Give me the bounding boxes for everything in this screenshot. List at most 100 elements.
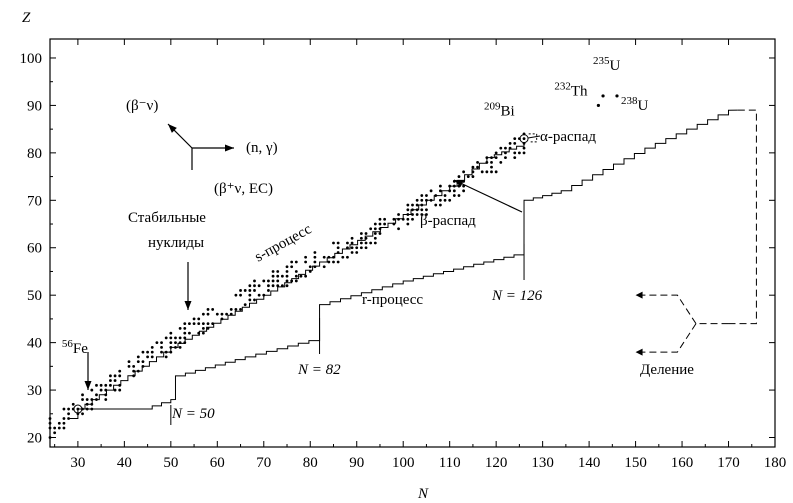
stable-nuclide-dot	[160, 350, 163, 354]
stable-nuclide-dot	[183, 336, 187, 340]
stable-nuclide-dot	[517, 151, 521, 155]
stable-nuclide-dot	[415, 213, 419, 216]
stable-nuclide-dot	[448, 198, 452, 202]
stable-nuclide-dot	[513, 137, 517, 141]
stable-nuclide-dot	[350, 246, 354, 250]
stable-nuclide-dot	[350, 236, 354, 240]
stable-nuclide-dot	[136, 360, 140, 364]
stable-nuclide-dot	[425, 213, 428, 216]
stable-nuclide-dot	[373, 232, 377, 235]
stable-nuclide-dot	[420, 213, 424, 216]
stable-nuclide-dot	[313, 251, 317, 254]
stable-nuclide-dot	[146, 350, 149, 354]
stable-nuclide-dot	[164, 336, 168, 340]
stable-nuclide-dot	[48, 426, 52, 430]
stable-nuclide-dot	[183, 322, 187, 326]
stable-nuclide-dot	[267, 284, 270, 288]
stable-nuclide-dot	[485, 170, 489, 174]
stable-nuclide-dot	[438, 184, 442, 188]
stable-nuclide-dot	[132, 364, 136, 368]
x-tick-label-40: 40	[117, 455, 132, 471]
stable-nuclide-dot	[434, 203, 438, 207]
stable-nuclide-dot	[359, 236, 363, 240]
stable-nuclide-dot	[118, 388, 122, 392]
stable-nuclide-dot	[313, 255, 317, 259]
alpha-decay-leader	[527, 135, 541, 139]
stable-nuclide-dot	[215, 312, 219, 316]
stable-nuclide-dot	[225, 312, 229, 316]
stable-nuclide-dot	[81, 412, 84, 416]
stable-nuclide-dot	[183, 331, 187, 335]
stable-nuclide-dot	[359, 241, 363, 245]
stable-nuclide-dot	[169, 331, 173, 335]
stable-nuclide-dot	[373, 222, 377, 226]
fission-arrowhead-0	[635, 291, 643, 299]
stable-nuclide-dot	[81, 393, 84, 397]
stable-nuclide-dot	[201, 312, 205, 316]
stable-nuclide-dot	[452, 189, 456, 193]
stable-nuclide-dot	[132, 369, 136, 373]
stable-nuclide-dot	[522, 146, 526, 150]
stable-nuclide-dot	[95, 393, 98, 397]
stable-nuclide-dot	[513, 151, 517, 155]
stable-nuclide-dot	[420, 194, 424, 197]
stable-nuclide-dot	[113, 379, 117, 382]
stable-nuclide-dot	[364, 246, 368, 250]
stable-nuclide-dot	[53, 431, 57, 435]
stable-nuclide-dot	[81, 398, 84, 401]
stable-nuclide-dot	[57, 426, 61, 430]
stable-nuclide-dot	[462, 170, 466, 174]
x-tick-label-170: 170	[717, 455, 740, 471]
plot-frame	[49, 38, 776, 448]
stable-nuclide-dot	[350, 251, 354, 254]
stable-nuclides-label-2: нуклиды	[148, 235, 204, 251]
stable-nuclide-dot	[508, 141, 512, 145]
stable-nuclide-dot	[406, 208, 410, 212]
stable-nuclide-dot	[332, 260, 335, 264]
stable-nuclide-dot	[359, 232, 363, 235]
alpha-decay-box	[528, 133, 538, 143]
x-tick-label-50: 50	[163, 455, 178, 471]
stable-nuclide-dot	[364, 232, 368, 235]
stable-nuclide-dot	[280, 274, 284, 278]
stable-nuclide-dot	[327, 260, 331, 264]
stable-nuclides-label-1: Стабильные	[128, 210, 206, 226]
legend-beta-minus: (β⁻ν)	[126, 98, 158, 114]
stable-nuclide-dot	[490, 170, 493, 174]
stable-nuclide-dot	[513, 156, 517, 160]
stable-nuclide-dot	[271, 279, 275, 283]
n82-label: N = 82	[297, 362, 341, 378]
legend-beta-plus: (β⁺ν, EC)	[214, 181, 273, 197]
stable-nuclide-dot	[411, 213, 414, 216]
stable-nuclide-dot	[188, 322, 191, 326]
stable-nuclide-dot	[313, 260, 317, 264]
stable-nuclide-dot	[253, 289, 256, 292]
stable-nuclide-dot	[415, 203, 419, 207]
stable-nuclide-dot	[346, 241, 349, 245]
stable-nuclide-dot	[197, 322, 201, 326]
stable-nuclide-dot	[206, 312, 210, 316]
stable-nuclide-dot	[62, 421, 66, 425]
stable-nuclide-dot	[109, 379, 112, 382]
arrow-stable-nuclides-head	[184, 301, 192, 310]
stable-nuclide-dot	[118, 374, 122, 378]
nuclide-dot-Th	[596, 103, 600, 108]
stable-nuclide-dot	[425, 194, 428, 197]
stable-nuclide-dot	[378, 232, 382, 235]
y-tick-label-40: 40	[27, 336, 42, 352]
nuclide-dot-Fe	[76, 407, 80, 411]
stable-nuclide-dot	[90, 388, 94, 392]
stable-nuclide-dot	[253, 298, 256, 302]
stable-nuclide-dot	[336, 246, 340, 250]
stable-nuclide-dot	[109, 383, 112, 387]
stable-nuclide-dot	[499, 160, 503, 164]
stable-nuclide-dot	[201, 331, 205, 335]
stable-nuclide-dot	[476, 165, 479, 169]
stable-nuclide-dot	[290, 265, 294, 269]
y-axis-label: Z	[22, 10, 31, 26]
stable-nuclide-dot	[373, 227, 377, 231]
stable-nuclide-dot	[248, 289, 252, 292]
stable-nuclide-dot	[457, 175, 461, 178]
nuclide-ring-Bi	[519, 134, 529, 144]
